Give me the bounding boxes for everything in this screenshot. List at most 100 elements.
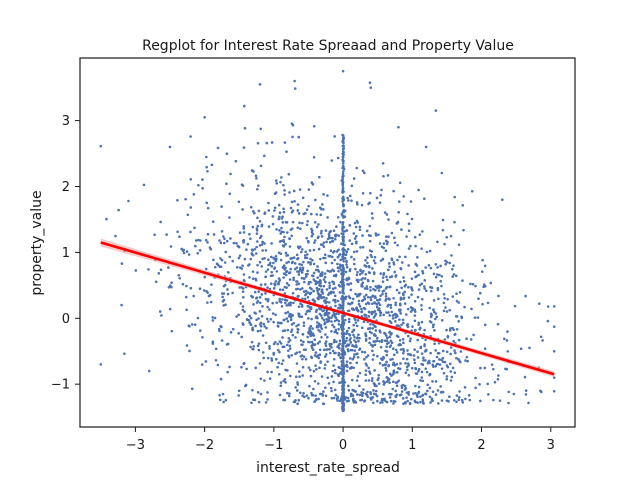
scatter-point [298,245,302,249]
scatter-point [304,312,308,316]
scatter-point [296,402,299,406]
scatter-point [304,289,308,293]
scatter-point [308,326,311,330]
scatter-point [297,398,301,402]
scatter-point [420,352,424,355]
scatter-point [287,302,291,305]
scatter-point [264,275,267,279]
scatter-point [341,391,344,395]
scatter-point [323,256,327,260]
scatter-point [412,354,416,357]
scatter-point [333,351,336,355]
y-tick-label: 1 [62,246,70,261]
scatter-point [338,342,341,346]
scatter-point [441,356,445,360]
scatter-point [301,333,305,336]
scatter-point [296,383,300,386]
scatter-point [440,399,444,402]
scatter-point [429,351,432,355]
scatter-point [379,314,382,317]
scatter-point [406,323,410,326]
scatter-point [190,323,194,326]
scatter-point [263,379,266,382]
scatter-point [489,281,493,285]
scatter-point [322,256,325,260]
scatter-point [365,285,369,288]
scatter-point [302,340,305,344]
scatter-point [406,399,409,403]
scatter-point [384,239,388,243]
scatter-point [243,126,247,130]
scatter-point [407,229,411,233]
scatter-point [332,298,335,302]
scatter-point [332,325,336,329]
scatter-point [395,351,399,354]
scatter-point [284,311,287,315]
scatter-point [289,318,293,322]
scatter-point [442,292,446,296]
scatter-point [413,299,417,303]
scatter-point [407,296,411,299]
scatter-point [188,349,191,353]
scatter-point [453,195,457,199]
scatter-point [291,333,295,337]
scatter-point [371,349,374,353]
scatter-point [313,239,317,242]
scatter-point [154,280,158,284]
scatter-point [322,193,325,196]
scatter-point [321,243,324,246]
scatter-point [249,316,253,320]
scatter-point [295,253,299,257]
scatter-point [211,319,215,322]
scatter-point [273,192,277,196]
scatter-point [382,174,385,178]
scatter-point [435,355,439,359]
scatter-point [431,390,435,394]
scatter-point [348,224,352,227]
scatter-point [471,282,475,286]
scatter-point [307,241,310,244]
scatter-point [385,353,389,357]
scatter-point [305,236,308,240]
scatter-point [383,331,386,335]
scatter-point [402,351,405,355]
scatter-point [414,384,417,388]
scatter-point [352,177,356,180]
scatter-point [352,397,355,401]
scatter-point [477,297,480,301]
scatter-point [327,301,331,304]
scatter-point [380,340,384,343]
scatter-point [362,388,365,391]
scatter-point [275,228,278,231]
scatter-point [374,285,378,288]
scatter-point [283,141,287,144]
scatter-point [341,222,345,226]
scatter-point [258,301,262,305]
scatter-point [222,400,225,404]
scatter-point [449,234,453,238]
scatter-point [421,230,424,233]
scatter-point [353,335,356,339]
scatter-point [462,228,465,232]
scatter-point [257,184,260,187]
scatter-point [389,344,393,347]
scatter-point [267,320,270,323]
scatter-point [237,256,241,260]
scatter-point [341,266,345,269]
scatter-point [319,307,323,311]
scatter-point [381,161,385,165]
scatter-point [264,341,268,345]
scatter-point [333,330,337,334]
scatter-point [275,301,279,304]
scatter-point [381,280,385,283]
scatter-point [410,366,414,370]
scatter-point [452,339,456,343]
scatter-point [417,321,421,325]
scatter-point [316,236,320,240]
scatter-point [341,276,344,280]
scatter-point [394,301,397,305]
scatter-point [322,348,326,352]
scatter-point [285,317,289,320]
scatter-point [267,263,270,267]
scatter-point [451,295,455,298]
